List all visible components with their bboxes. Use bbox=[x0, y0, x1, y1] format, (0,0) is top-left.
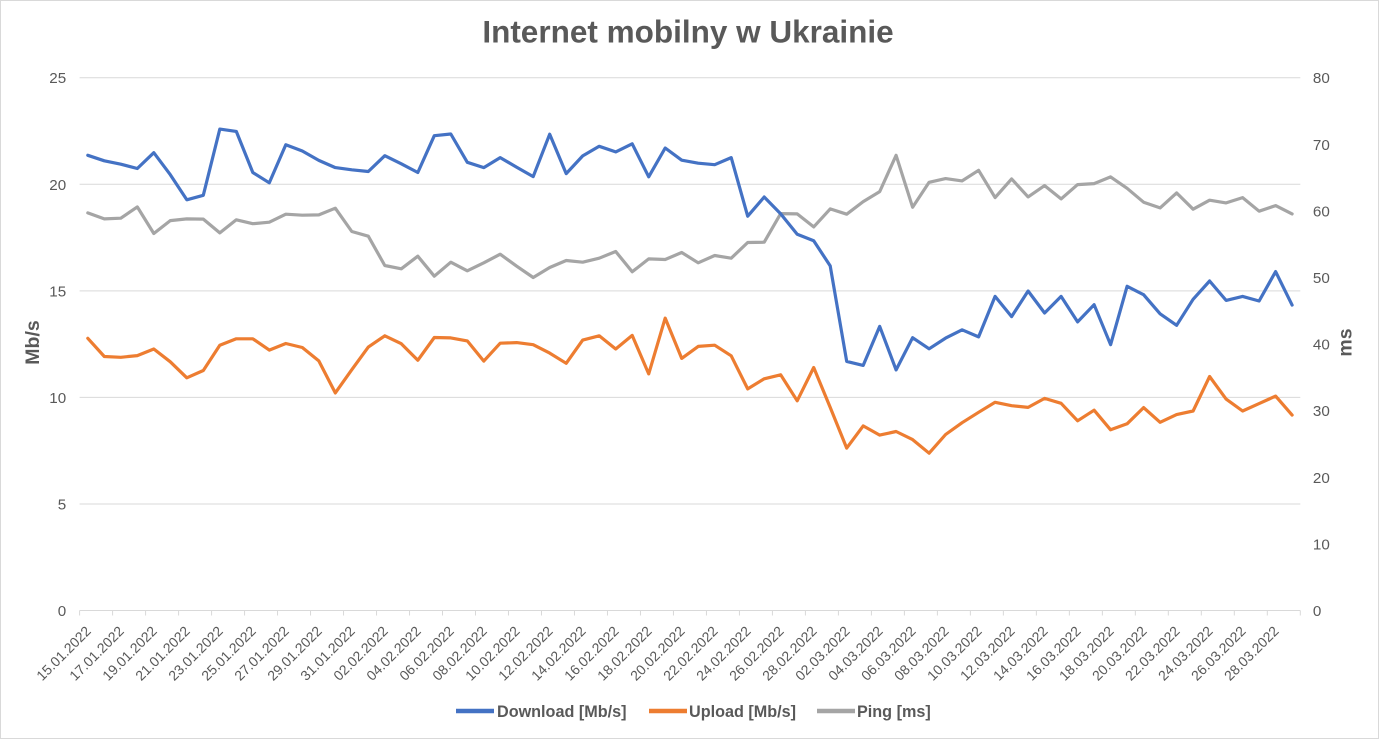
svg-text:25: 25 bbox=[49, 70, 66, 87]
svg-text:70: 70 bbox=[1313, 137, 1330, 154]
svg-text:20: 20 bbox=[1313, 470, 1330, 487]
svg-text:60: 60 bbox=[1313, 203, 1330, 220]
svg-text:10: 10 bbox=[1313, 536, 1330, 553]
svg-text:Download [Mb/s]: Download [Mb/s] bbox=[497, 703, 626, 721]
svg-text:10: 10 bbox=[49, 390, 66, 407]
svg-text:30: 30 bbox=[1313, 403, 1330, 420]
svg-text:Ping [ms]: Ping [ms] bbox=[857, 703, 931, 721]
svg-text:ms: ms bbox=[1335, 328, 1357, 356]
svg-text:80: 80 bbox=[1313, 70, 1330, 87]
svg-text:20: 20 bbox=[49, 177, 66, 194]
svg-text:0: 0 bbox=[58, 603, 66, 620]
svg-text:Internet mobilny w Ukrainie: Internet mobilny w Ukrainie bbox=[482, 13, 893, 49]
svg-text:Upload [Mb/s]: Upload [Mb/s] bbox=[689, 703, 796, 721]
svg-text:15: 15 bbox=[49, 283, 66, 300]
svg-text:50: 50 bbox=[1313, 270, 1330, 287]
svg-text:40: 40 bbox=[1313, 337, 1330, 354]
svg-text:0: 0 bbox=[1313, 603, 1321, 620]
svg-text:5: 5 bbox=[58, 496, 66, 513]
svg-text:Mb/s: Mb/s bbox=[22, 320, 44, 365]
